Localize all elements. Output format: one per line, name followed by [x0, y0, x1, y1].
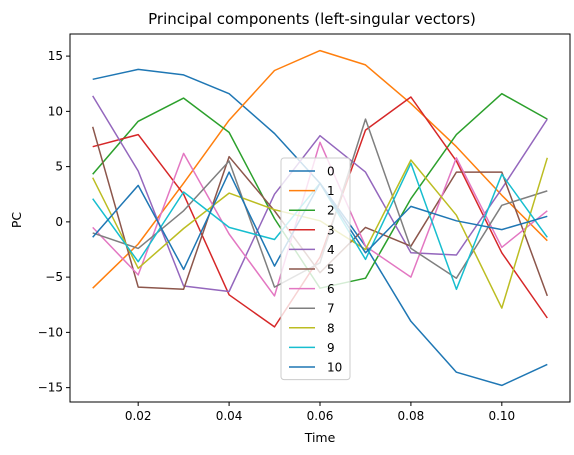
- x-tick-label: 0.04: [216, 409, 243, 423]
- x-axis-label: Time: [304, 430, 336, 445]
- legend-label-2: 2: [327, 204, 335, 218]
- series-line-1: [92, 49, 548, 289]
- y-tick-label: −15: [38, 381, 63, 395]
- chart-title: Principal components (left-singular vect…: [148, 10, 476, 28]
- legend-label-7: 7: [327, 302, 335, 316]
- axes-frame: [69, 33, 571, 403]
- y-tick-label: 0: [55, 215, 63, 229]
- x-tick-label: 0.10: [488, 409, 515, 423]
- y-tick-label: 10: [48, 104, 63, 118]
- legend: 0 1 2 3 4 5 6 7 8 9 10: [280, 157, 351, 381]
- y-tick-label: −5: [45, 270, 63, 284]
- y-tick-label: 15: [48, 49, 63, 63]
- legend-label-10: 10: [327, 361, 342, 375]
- legend-label-9: 9: [327, 341, 335, 355]
- legend-label-8: 8: [327, 321, 335, 335]
- y-tick-label: 5: [55, 160, 63, 174]
- legend-label-3: 3: [327, 223, 335, 237]
- legend-box: [280, 157, 351, 381]
- x-tick-label: 0.08: [398, 409, 425, 423]
- y-axis-label: PC: [9, 212, 24, 229]
- y-tick-label: −10: [38, 325, 63, 339]
- legend-label-4: 4: [327, 243, 335, 257]
- legend-label-6: 6: [327, 282, 335, 296]
- legend-label-1: 1: [327, 184, 335, 198]
- x-tick-label: 0.06: [307, 409, 334, 423]
- x-tick-label: 0.02: [125, 409, 152, 423]
- legend-label-0: 0: [327, 165, 335, 179]
- series-line-6: [92, 141, 548, 297]
- legend-label-5: 5: [327, 263, 335, 277]
- series-line-4: [92, 95, 548, 293]
